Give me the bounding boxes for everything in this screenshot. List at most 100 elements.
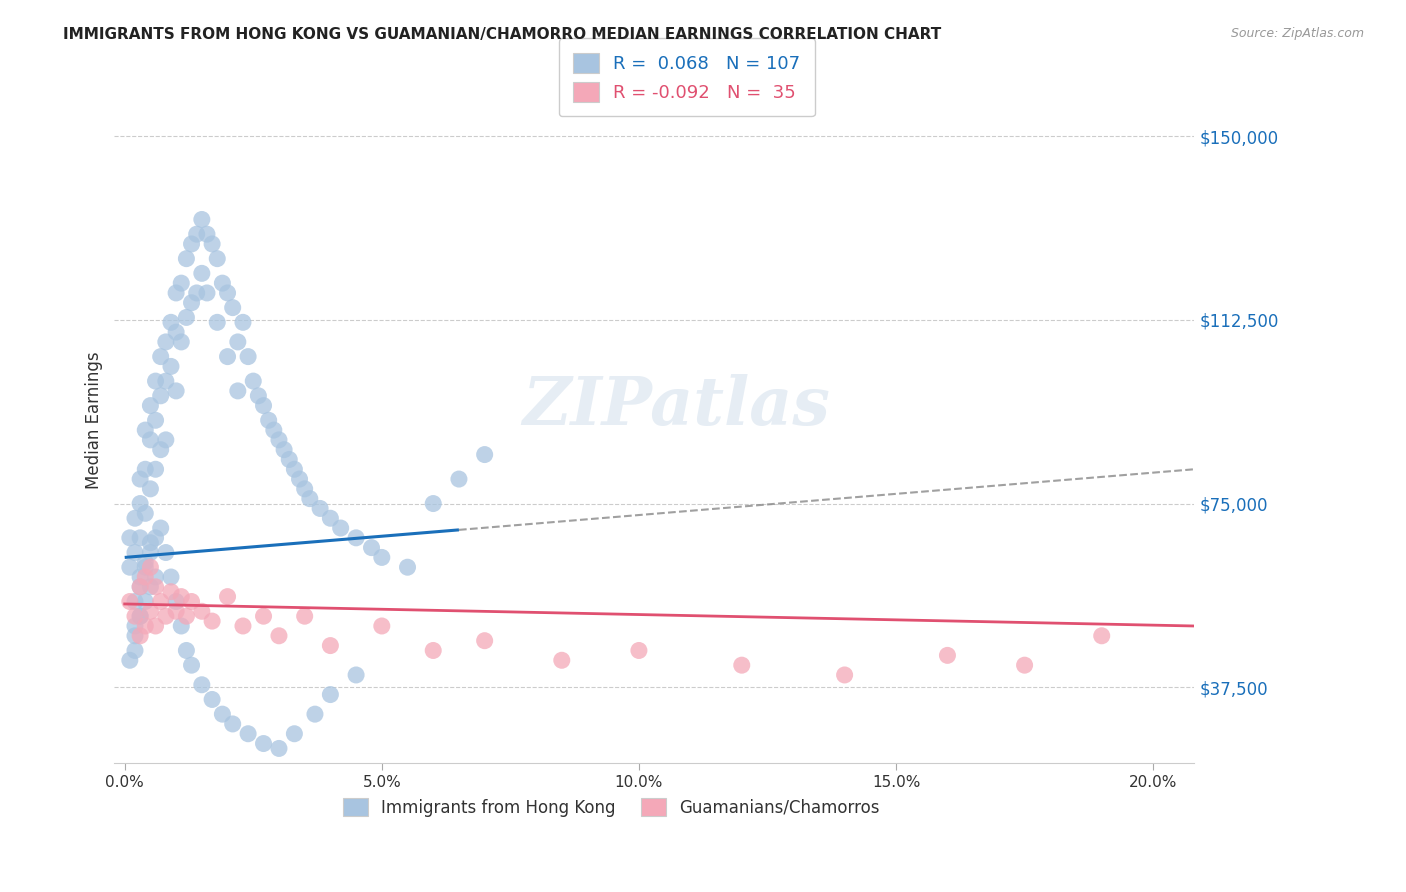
Point [145,619,167,633]
Point [211,276,233,290]
Point [217,285,239,300]
Point [267,629,290,643]
Point [180,594,202,608]
Point [191,266,214,280]
Point [329,521,352,535]
Point [165,384,187,398]
Point [186,285,208,300]
Y-axis label: Median Earnings: Median Earnings [86,351,103,489]
Point [155,609,177,624]
Point [252,399,274,413]
Point [145,413,167,427]
Point [201,237,224,252]
Point [304,707,326,722]
Point [319,511,342,525]
Point [242,374,264,388]
Point [134,462,156,476]
Point [149,521,172,535]
Point [139,482,162,496]
Point [267,433,290,447]
Point [165,285,187,300]
Point [134,506,156,520]
Point [160,359,183,374]
Point [149,389,172,403]
Point [344,668,367,682]
Point [474,633,496,648]
Point [191,212,214,227]
Point [139,580,162,594]
Point [170,590,193,604]
Point [176,643,198,657]
Point [180,237,202,252]
Legend: Immigrants from Hong Kong, Guamanians/Chamorros: Immigrants from Hong Kong, Guamanians/Ch… [336,791,886,823]
Point [180,295,202,310]
Point [124,545,146,559]
Text: IMMIGRANTS FROM HONG KONG VS GUAMANIAN/CHAMORRO MEDIAN EARNINGS CORRELATION CHAR: IMMIGRANTS FROM HONG KONG VS GUAMANIAN/C… [63,27,942,42]
Point [124,609,146,624]
Point [145,462,167,476]
Point [195,227,218,242]
Point [129,580,152,594]
Point [134,594,156,608]
Point [118,560,141,574]
Point [217,590,239,604]
Point [252,737,274,751]
Point [226,384,249,398]
Point [180,658,202,673]
Point [118,594,141,608]
Point [627,643,650,657]
Point [145,531,167,545]
Point [118,531,141,545]
Point [129,570,152,584]
Point [145,374,167,388]
Point [124,629,146,643]
Point [160,315,183,329]
Point [294,609,316,624]
Point [170,276,193,290]
Point [155,374,177,388]
Point [371,619,394,633]
Point [396,560,419,574]
Point [129,629,152,643]
Point [129,531,152,545]
Point [283,727,305,741]
Point [129,472,152,486]
Point [129,609,152,624]
Point [155,545,177,559]
Text: Source: ZipAtlas.com: Source: ZipAtlas.com [1230,27,1364,40]
Point [160,584,183,599]
Point [232,619,254,633]
Point [124,511,146,525]
Point [134,423,156,437]
Point [201,614,224,628]
Point [129,497,152,511]
Point [273,442,295,457]
Point [129,580,152,594]
Point [226,334,249,349]
Point [134,570,156,584]
Point [447,472,470,486]
Point [344,531,367,545]
Point [283,462,305,476]
Point [149,350,172,364]
Point [422,643,444,657]
Point [191,678,214,692]
Point [139,433,162,447]
Point [118,653,141,667]
Point [124,594,146,608]
Point [278,452,301,467]
Point [1014,658,1036,673]
Point [129,609,152,624]
Point [247,389,270,403]
Point [294,482,316,496]
Point [360,541,382,555]
Point [170,334,193,349]
Point [252,609,274,624]
Point [145,570,167,584]
Point [160,570,183,584]
Point [731,658,754,673]
Point [149,442,172,457]
Point [139,399,162,413]
Point [165,325,187,339]
Point [176,252,198,266]
